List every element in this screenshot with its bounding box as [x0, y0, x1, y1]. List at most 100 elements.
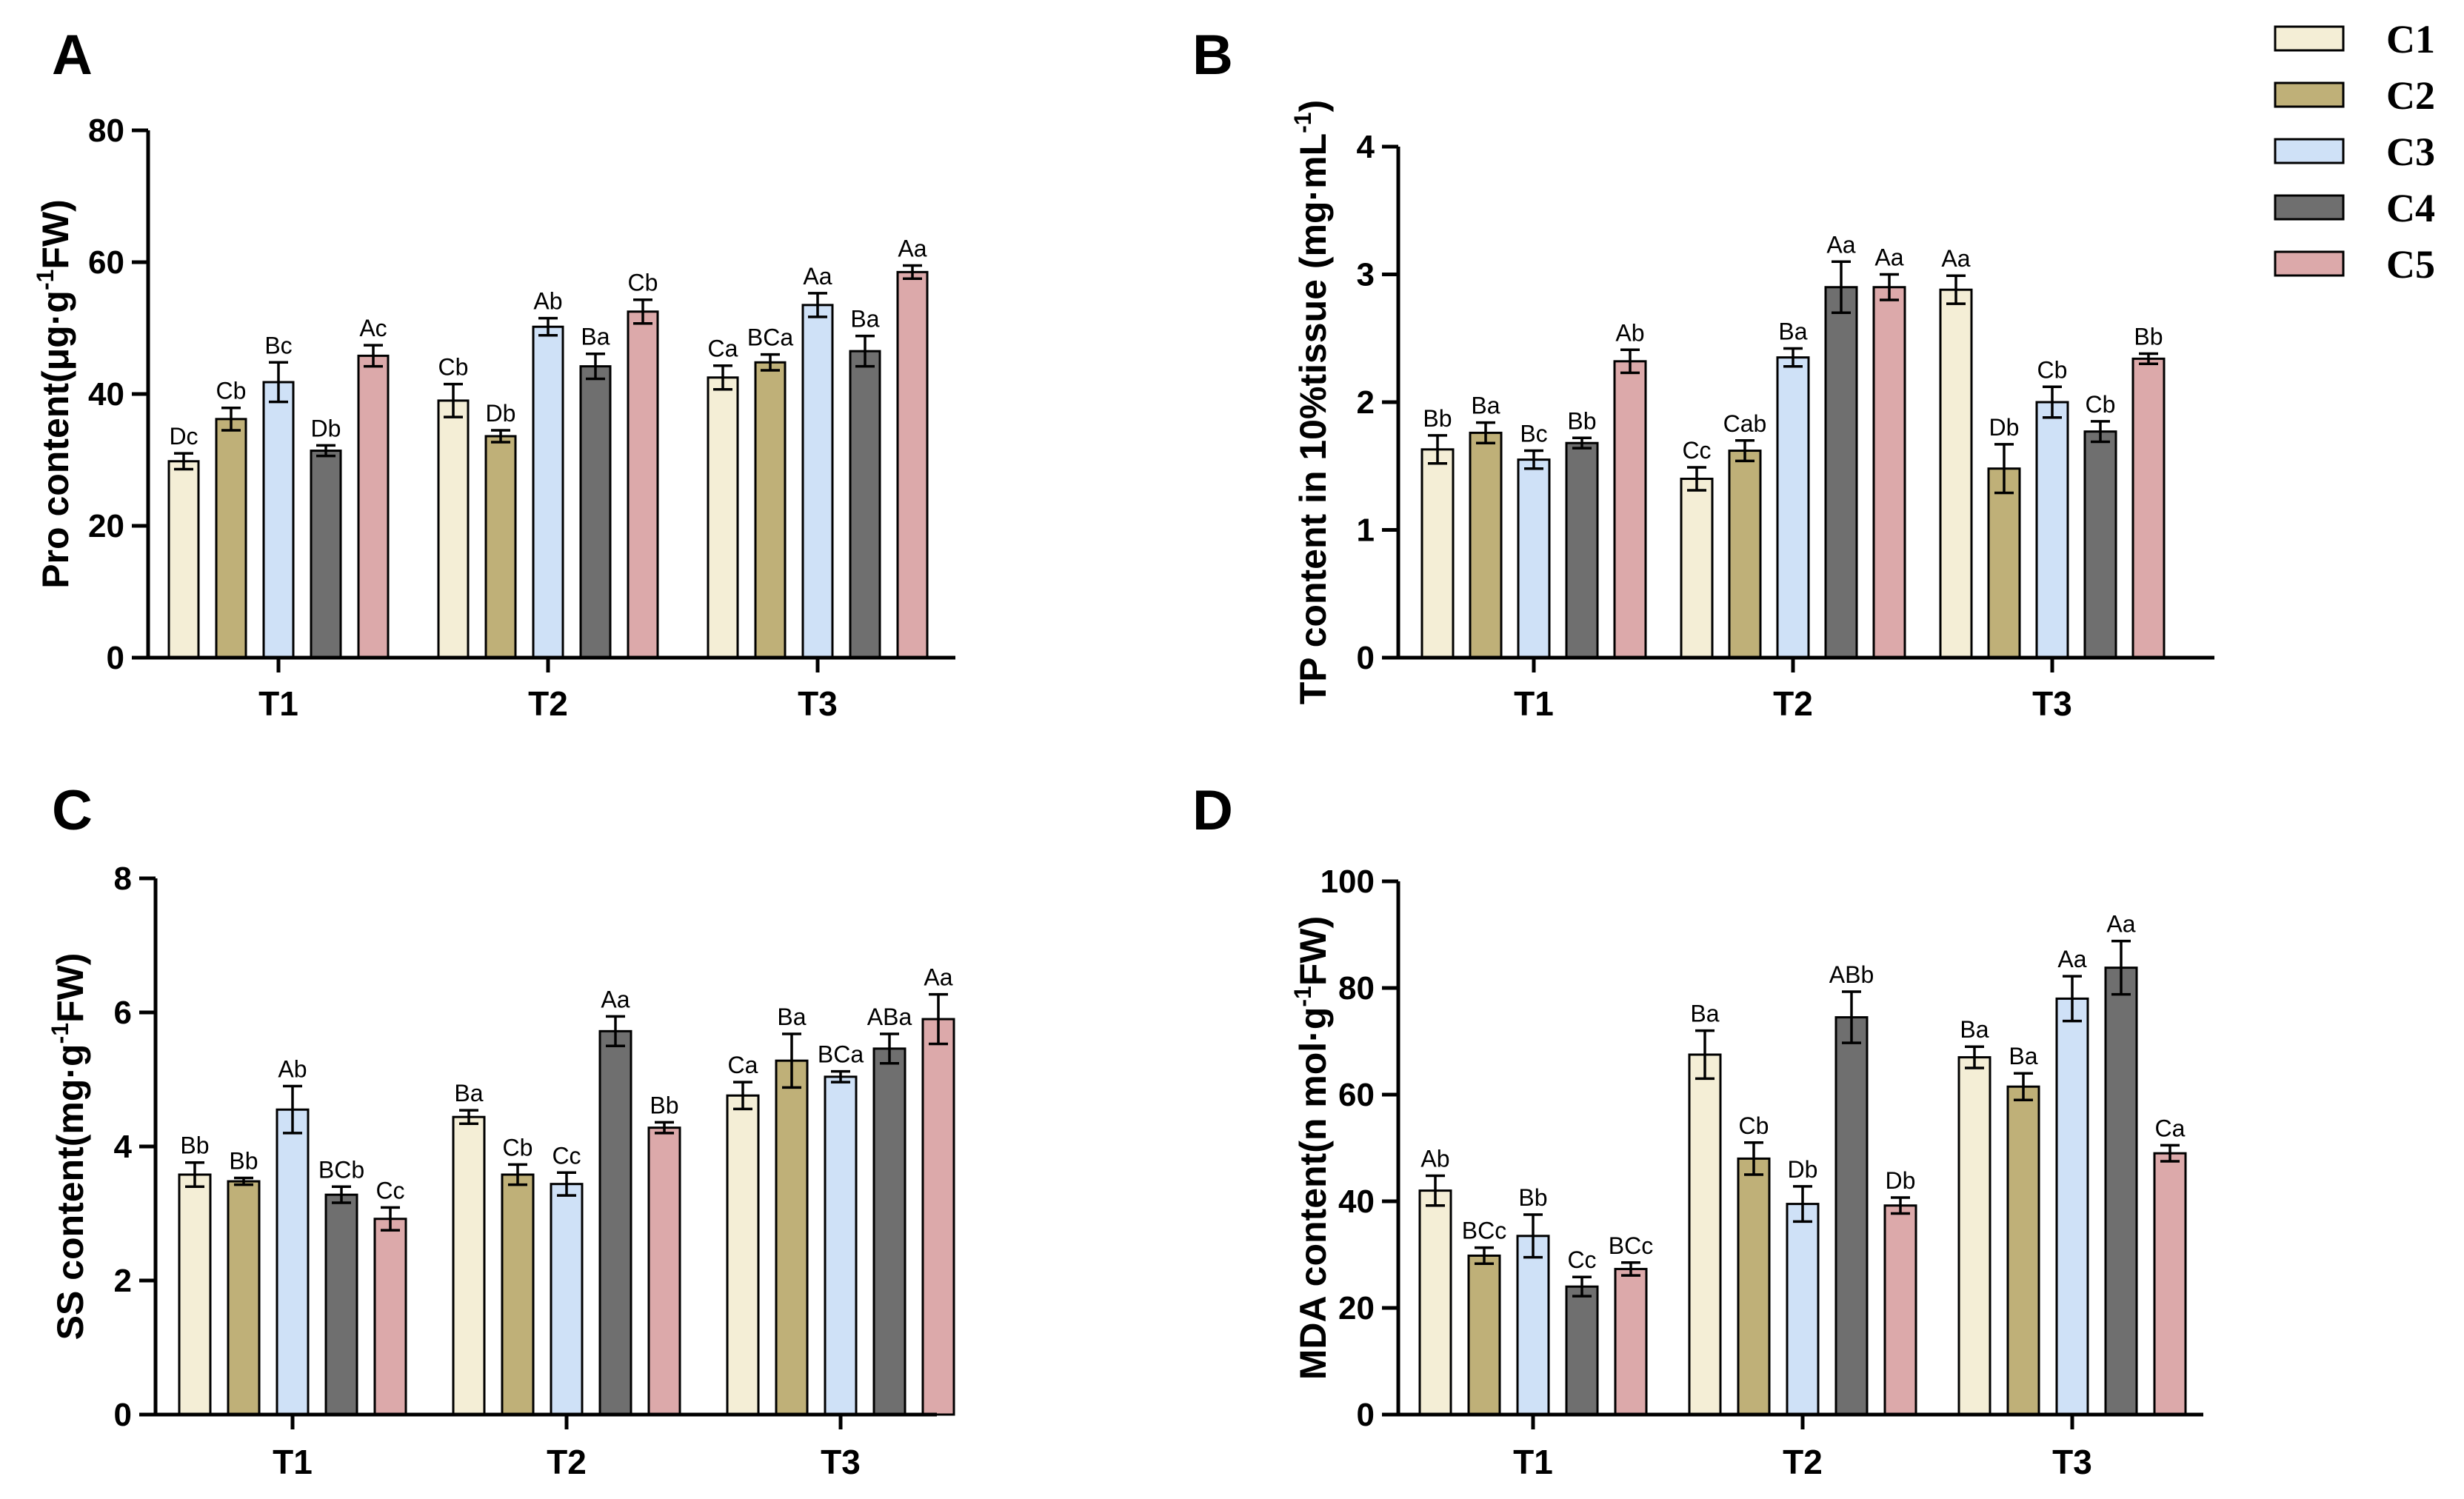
y-axis-label-superscript: -1 [47, 1023, 73, 1044]
data-label-b-t1-c3: Bc [1520, 421, 1547, 447]
x-tick-label-t1: T1 [1514, 684, 1554, 723]
data-label-c-t2-c4: Aa [601, 986, 630, 1012]
legend-label-c3: C3 [2386, 130, 2435, 174]
data-label-b-t2-c3: Ba [1778, 318, 1807, 345]
y-tick-label: 0 [1357, 1397, 1375, 1433]
error-bar-b-t3-c1 [1946, 274, 1966, 305]
error-bar-a-t2-c3 [538, 316, 558, 337]
x-tick-label-t2: T2 [1773, 684, 1813, 723]
data-label-b-t2-c2: Cab [1723, 410, 1767, 437]
bar-c-t1-c5 [373, 1218, 407, 1416]
y-tick-label: 4 [1357, 129, 1375, 165]
error-bar-b-t1-c3 [1524, 449, 1543, 470]
bar-c-t1-c1 [178, 1173, 212, 1416]
bar-d-t3-c4 [2104, 966, 2138, 1416]
error-bar-a-t2-c5 [633, 298, 652, 325]
error-bar-c-t3-c2 [782, 1032, 801, 1089]
data-label-d-t3-c5: Ca [2155, 1115, 2186, 1141]
x-tick-label-t3: T3 [821, 1443, 861, 1481]
y-axis-label-main: TP content in 10%tissue (mg·mL [1292, 133, 1334, 704]
bar-d-t1-c3 [1516, 1235, 1550, 1416]
y-tick-label: 3 [1357, 257, 1375, 293]
error-bar-c-t3-c5 [929, 992, 948, 1046]
bar-c-t2-c2 [501, 1173, 535, 1416]
error-bar-b-t3-c3 [2043, 385, 2062, 419]
bar-c-t2-c1 [452, 1115, 486, 1416]
error-bar-c-t1-c3 [283, 1084, 302, 1135]
y-tick-label: 0 [1357, 640, 1375, 676]
legend-swatch-c5 [2274, 250, 2345, 277]
y-axis-label-main: SS content(mg·g [50, 1044, 91, 1340]
bar-a-t3-c1 [707, 376, 739, 659]
data-label-c-t3-c3: BCa [818, 1041, 864, 1068]
error-bar-d-t2-c5 [1891, 1196, 1910, 1215]
bar-a-t3-c2 [754, 361, 787, 659]
error-bar-c-t2-c1 [459, 1109, 478, 1125]
bar-c-t3-c5 [921, 1018, 955, 1416]
y-axis-label: SS content(mg·g-1FW) [47, 953, 91, 1341]
bar-d-t3-c5 [2153, 1152, 2187, 1416]
data-label-d-t2-c2: Cb [1739, 1112, 1769, 1139]
data-label-b-t1-c1: Bb [1423, 405, 1452, 432]
error-bar-c-t1-c4 [332, 1185, 351, 1204]
bar-b-t2-c2 [1728, 450, 1762, 659]
bar-a-t2-c2 [484, 435, 517, 659]
data-label-a-t2-c1: Cb [438, 354, 469, 381]
bar-d-t2-c3 [1786, 1203, 1820, 1416]
data-label-a-t3-c1: Ca [708, 335, 738, 362]
error-bar-d-t1-c1 [1426, 1174, 1445, 1207]
data-label-d-t3-c1: Ba [1960, 1016, 1989, 1043]
data-label-d-t3-c3: Aa [2057, 946, 2086, 972]
bar-b-t3-c4 [2083, 430, 2117, 659]
data-label-d-t2-c4: ABb [1829, 961, 1874, 988]
error-bar-d-t1-c2 [1475, 1246, 1494, 1265]
data-label-c-t1-c2: Bb [229, 1148, 258, 1175]
legend-label-c2: C2 [2386, 73, 2435, 118]
error-bar-b-t2-c1 [1687, 466, 1706, 492]
bar-b-t1-c2 [1469, 431, 1503, 659]
bar-d-t1-c1 [1418, 1189, 1452, 1416]
data-label-b-t3-c2: Db [1989, 414, 2020, 441]
bar-d-t1-c4 [1565, 1285, 1599, 1416]
x-tick-label-t1: T1 [1513, 1443, 1553, 1481]
y-axis-label-end: FW) [35, 199, 76, 269]
bar-b-t3-c5 [2131, 357, 2166, 659]
x-tick-label-t3: T3 [798, 684, 838, 723]
data-label-b-t1-c2: Ba [1471, 393, 1500, 419]
error-bar-a-t1-c1 [174, 452, 193, 471]
y-tick-label: 8 [114, 861, 132, 897]
bar-c-t3-c3 [824, 1075, 858, 1416]
y-tick-label: 80 [88, 113, 124, 149]
error-bar-a-t2-c1 [444, 382, 463, 418]
panel-d: D Ab Ba Ba BCc Cb Ba Bb Db Aa Cc ABb Aa BCc Db Ca 0 20 40 6… [1192, 779, 2203, 1481]
bar-d-t2-c2 [1737, 1157, 1771, 1416]
panel-a: A Dc Cb Ca Cb Db BCa Bc Ab Aa Db Ba Ba Ac Cb Aa 0 20 40 60 8… [32, 24, 955, 723]
error-bar-b-t3-c5 [2139, 352, 2158, 365]
x-tick-label-t2: T2 [1783, 1443, 1823, 1481]
error-bar-a-t1-c5 [364, 344, 383, 368]
y-axis-label-superscript: -1 [1289, 986, 1316, 1006]
data-label-a-t3-c5: Aa [898, 235, 926, 261]
legend-swatch-c2 [2274, 81, 2345, 108]
bar-b-t2-c5 [1872, 286, 1906, 659]
bar-c-t1-c2 [227, 1180, 261, 1416]
error-bar-d-t2-c1 [1695, 1029, 1715, 1081]
y-tick-label: 20 [1338, 1290, 1375, 1326]
data-label-c-t3-c2: Ba [777, 1004, 806, 1030]
data-label-c-t2-c2: Cb [503, 1134, 533, 1161]
error-bar-b-t2-c2 [1735, 439, 1754, 463]
data-label-a-t1-c2: Cb [216, 378, 247, 404]
data-label-a-t3-c4: Ba [850, 306, 879, 333]
data-label-a-t2-c2: Db [486, 400, 516, 427]
data-label-b-t1-c4: Bb [1567, 407, 1596, 434]
data-label-d-t2-c5: Db [1886, 1167, 1916, 1194]
bar-a-t3-c5 [896, 270, 929, 659]
error-bar-d-t3-c2 [2014, 1072, 2033, 1101]
error-bar-a-t2-c2 [491, 429, 510, 444]
data-label-b-t3-c5: Bb [2134, 323, 2163, 350]
data-label-a-t1-c4: Db [311, 415, 341, 441]
bar-d-t1-c2 [1467, 1254, 1501, 1416]
data-label-b-t3-c1: Aa [1941, 245, 1970, 272]
data-label-d-t3-c4: Aa [2106, 911, 2135, 938]
data-label-a-t3-c2: BCa [747, 324, 793, 351]
